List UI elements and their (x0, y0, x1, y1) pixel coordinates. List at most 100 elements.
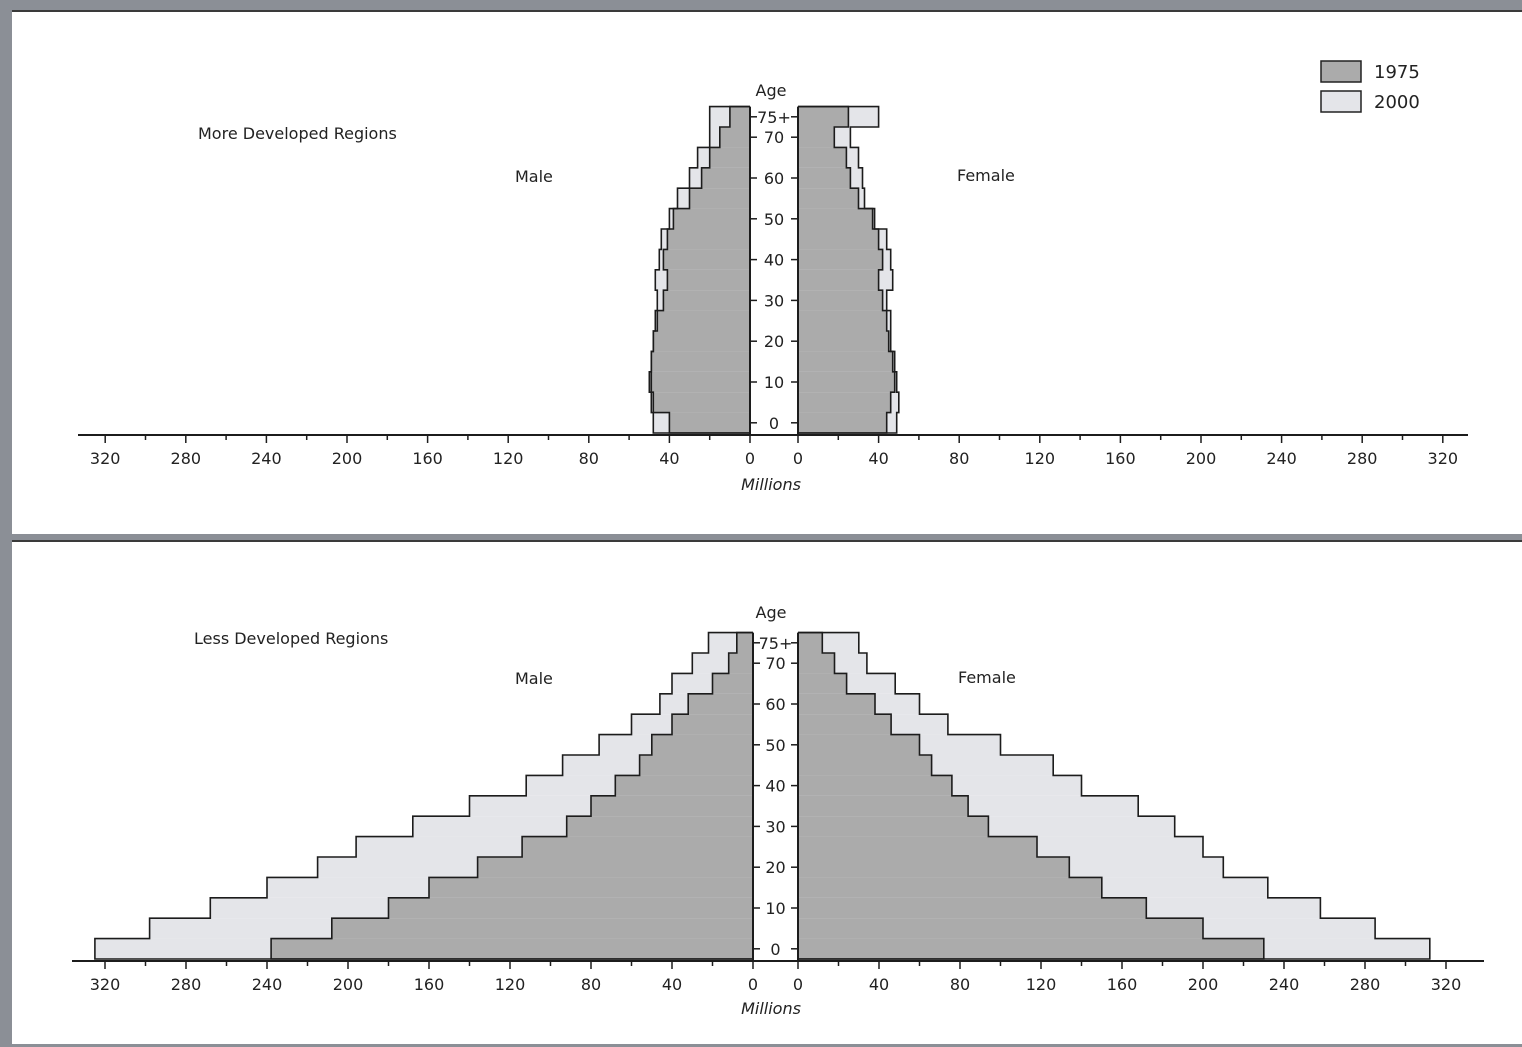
x-tick-label-male: 280 (171, 449, 202, 468)
male-label: Male (515, 669, 553, 688)
bar-female-1975-55-59 (798, 714, 892, 735)
bar-male-1975-60-64 (701, 167, 750, 189)
pyramid-chart-more-developed: 1975 2000 More Developed Regions Male Fe… (78, 60, 1468, 494)
bar-male-1975-0-4 (271, 938, 753, 959)
bar-male-1975-70-74 (719, 127, 750, 148)
age-tick-label: 20 (764, 332, 784, 351)
bar-male-1975-40-44 (663, 249, 750, 270)
x-tick-label-female: 40 (868, 449, 888, 468)
bar-female-1975-70-74 (798, 653, 835, 674)
x-tick-label-female: 80 (950, 975, 970, 994)
bar-male-1975-75+ (729, 106, 750, 127)
female-label: Female (958, 668, 1016, 687)
age-tick-label: 30 (765, 817, 785, 836)
bar-female-1975-50-54 (798, 208, 873, 229)
x-tick-label-female: 80 (949, 449, 969, 468)
age-tick-label: 50 (764, 210, 784, 229)
x-tick-label-female: 0 (793, 449, 803, 468)
bar-female-1975-30-34 (798, 290, 883, 311)
bar-male-1975-0-4 (669, 412, 750, 433)
bars (648, 105, 900, 434)
bar-female-1975-10-14 (798, 897, 1147, 919)
bar-female-1975-40-44 (798, 249, 883, 270)
chart-title: More Developed Regions (198, 124, 397, 143)
x-tick-label-female: 200 (1186, 449, 1217, 468)
legend-label-2000: 2000 (1374, 92, 1420, 113)
pyramid-panel-less-developed: Less Developed Regions Male Female Age M… (12, 540, 1522, 1044)
age-tick-label: 40 (764, 251, 784, 270)
age-tick-label: 30 (764, 291, 784, 310)
x-tick-label-female: 0 (793, 975, 803, 994)
bar-female-1975-10-14 (798, 371, 895, 393)
x-tick-label-female: 280 (1347, 449, 1378, 468)
bar-male-1975-25-29 (657, 310, 750, 331)
age-tick-label: 40 (765, 777, 785, 796)
age-strip (753, 632, 798, 961)
bar-female-1975-55-59 (798, 188, 859, 209)
bar-male-1975-5-9 (331, 918, 753, 939)
bar-female-1975-5-9 (798, 918, 1203, 939)
legend-swatch-2000 (1320, 90, 1362, 113)
chart-title: Less Developed Regions (194, 629, 388, 648)
bar-male-1975-65-69 (712, 673, 753, 694)
bar-male-1975-70-74 (728, 653, 753, 674)
age-tick-label: 0 (769, 414, 779, 433)
x-tick-label-male: 160 (412, 449, 443, 468)
bar-female-1975-75+ (798, 632, 823, 653)
x-tick-label-male: 40 (659, 449, 679, 468)
x-tick-label-male: 120 (493, 449, 524, 468)
x-tick-label-male: 80 (579, 449, 599, 468)
bar-male-1975-10-14 (649, 371, 750, 393)
bar-male-1975-65-69 (709, 147, 750, 168)
x-axis-title: Millions (741, 475, 801, 494)
x-tick-label-male: 320 (90, 975, 121, 994)
age-tick-label: 50 (765, 736, 785, 755)
bar-female-1975-15-19 (798, 877, 1102, 898)
x-tick-label-female: 320 (1428, 449, 1459, 468)
bar-female-1975-65-69 (798, 673, 847, 694)
bar-female-1975-0-4 (798, 938, 1264, 959)
x-tick-label-male: 0 (745, 449, 755, 468)
age-tick-label: 10 (764, 373, 784, 392)
male-label: Male (515, 167, 553, 186)
age-tick-label: 70 (765, 654, 785, 673)
bar-male-1975-45-49 (667, 229, 750, 250)
x-tick-label-male: 0 (748, 975, 758, 994)
bars (94, 631, 1431, 960)
pyramid-panel-more-developed: 1975 2000 More Developed Regions Male Fe… (12, 10, 1522, 534)
bar-male-1975-30-34 (566, 816, 753, 837)
x-tick-label-male: 320 (90, 449, 121, 468)
outline-female-2000 (798, 105, 900, 434)
bar-male-1975-60-64 (688, 693, 753, 715)
x-tick-label-male: 80 (581, 975, 601, 994)
bar-female-1975-35-39 (798, 795, 969, 817)
bar-female-1975-65-69 (798, 147, 847, 168)
bar-female-1975-20-24 (798, 857, 1070, 878)
x-tick-label-male: 240 (252, 975, 283, 994)
x-tick-label-female: 120 (1025, 449, 1056, 468)
bar-male-1975-20-24 (653, 331, 750, 352)
bar-male-1975-25-29 (522, 836, 753, 857)
outline-male-1975 (270, 631, 753, 960)
bar-female-1975-60-64 (798, 693, 875, 715)
bar-male-1975-15-19 (429, 877, 753, 898)
legend-swatch-1975 (1320, 60, 1362, 83)
bar-male-1975-45-49 (639, 755, 753, 776)
age-tick-label: 10 (765, 899, 785, 918)
legend-label-1975: 1975 (1374, 62, 1420, 83)
bar-female-1975-40-44 (798, 775, 952, 796)
bar-female-1975-20-24 (798, 331, 889, 352)
x-tick-label-female: 240 (1269, 975, 1300, 994)
female-label: Female (957, 166, 1015, 185)
pyramid-chart-less-developed: Less Developed Regions Male Female Age M… (72, 603, 1484, 1018)
x-tick-label-female: 320 (1431, 975, 1462, 994)
x-tick-label-female: 160 (1105, 449, 1136, 468)
bar-male-1975-75+ (736, 632, 753, 653)
outline-male-1975 (648, 105, 750, 434)
bar-male-1975-50-54 (651, 734, 753, 755)
outline-male-2000 (650, 105, 750, 434)
age-axis-title: Age (756, 603, 787, 622)
bar-male-1975-30-34 (663, 290, 750, 311)
age-axis-title: Age (756, 81, 787, 100)
